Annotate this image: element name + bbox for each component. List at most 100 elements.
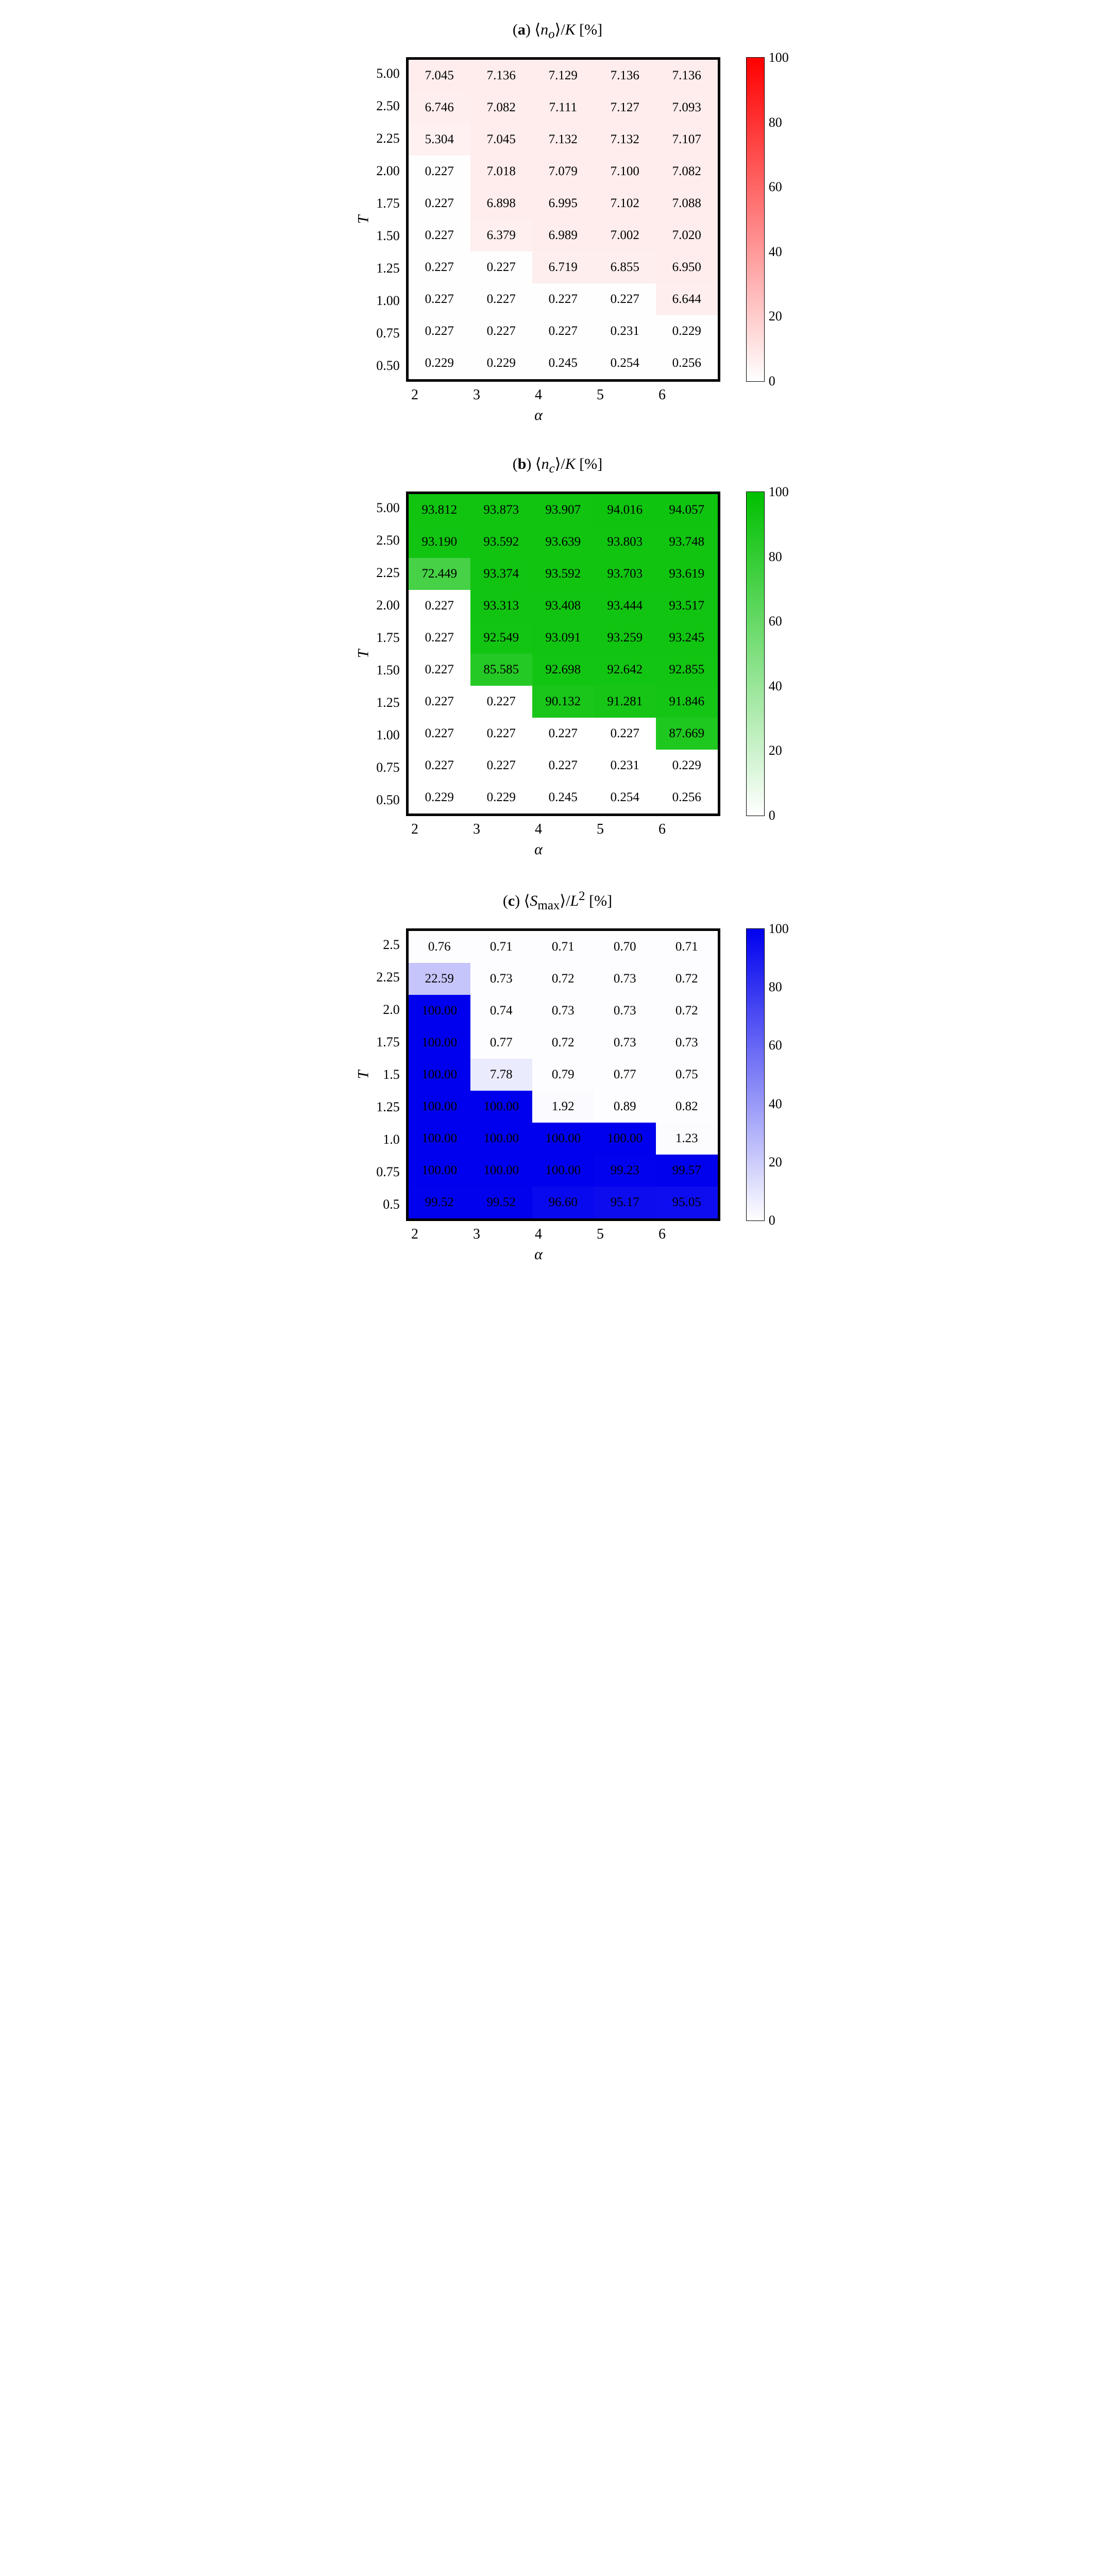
heatmap-cell: 7.132 — [532, 124, 594, 156]
heatmap-cell: 0.71 — [532, 931, 594, 963]
heatmap-cell: 0.71 — [656, 931, 718, 963]
heatmap-cell: 93.812 — [409, 494, 470, 526]
heatmap-cell: 0.227 — [409, 686, 470, 718]
heatmap-cell: 0.227 — [470, 718, 532, 750]
heatmap-cell: 0.227 — [409, 590, 470, 622]
heatmap-cell: 0.72 — [656, 963, 718, 995]
heatmap-cell: 100.00 — [470, 1091, 532, 1123]
heatmap-cell: 7.132 — [594, 124, 656, 156]
plot-row: T5.002.502.252.001.751.501.251.000.750.5… — [326, 57, 789, 382]
heatmap-cell: 85.585 — [470, 654, 532, 686]
heatmap-cell: 7.045 — [470, 124, 532, 156]
heatmap-cell: 0.227 — [409, 622, 470, 654]
heatmap-cell: 92.698 — [532, 654, 594, 686]
y-tick: 1.5 — [383, 1067, 400, 1082]
x-ticks: 23456 — [384, 387, 693, 403]
heatmap-cell: 0.254 — [594, 347, 656, 379]
y-ticks: 5.002.502.252.001.751.501.251.000.750.50 — [376, 57, 406, 382]
heatmap-cell: 100.00 — [470, 1123, 532, 1155]
y-tick: 0.75 — [376, 760, 400, 775]
y-tick: 1.25 — [376, 695, 400, 710]
x-tick: 3 — [446, 387, 508, 403]
heatmap-cell: 93.444 — [594, 590, 656, 622]
x-tick: 2 — [384, 1226, 446, 1243]
heatmap-cell: 6.950 — [656, 251, 718, 283]
colorbar-ticks: 100806040200 — [769, 50, 789, 389]
x-tick: 4 — [508, 1226, 569, 1243]
colorbar-tick: 100 — [769, 484, 789, 500]
heatmap-cell: 7.136 — [594, 60, 656, 92]
table-row: 0.2290.2290.2450.2540.256 — [409, 347, 718, 379]
heatmap-cell: 93.313 — [470, 590, 532, 622]
y-axis-label: T — [354, 1071, 372, 1079]
heatmap-cell: 0.231 — [594, 315, 656, 347]
heatmap-cell: 7.107 — [656, 124, 718, 156]
y-axis-label: T — [354, 650, 372, 658]
y-tick: 5.00 — [376, 66, 400, 81]
heatmap-cell: 0.227 — [409, 251, 470, 283]
y-tick: 1.0 — [383, 1132, 400, 1147]
heatmap-cell: 93.592 — [532, 558, 594, 590]
x-axis-label: α — [384, 406, 693, 424]
heatmap: 7.0457.1367.1297.1367.1366.7467.0827.111… — [406, 57, 720, 382]
heatmap-cell: 0.229 — [656, 750, 718, 782]
x-tick: 2 — [384, 821, 446, 838]
heatmap-cell: 0.72 — [656, 995, 718, 1027]
heatmap-cell: 0.227 — [532, 315, 594, 347]
table-row: 22.590.730.720.730.72 — [409, 963, 718, 995]
heatmap-cell: 92.549 — [470, 622, 532, 654]
table-row: 0.22785.58592.69892.64292.855 — [409, 654, 718, 686]
table-row: 7.0457.1367.1297.1367.136 — [409, 60, 718, 92]
heatmap-cell: 99.52 — [409, 1187, 470, 1218]
y-tick: 1.25 — [376, 261, 400, 276]
heatmap-cell: 7.020 — [656, 219, 718, 251]
heatmap-cell: 95.17 — [594, 1187, 656, 1218]
heatmap-cell: 93.374 — [470, 558, 532, 590]
table-row: 99.5299.5296.6095.1795.05 — [409, 1187, 718, 1218]
colorbar-tick: 40 — [769, 244, 789, 260]
heatmap-cell: 0.227 — [532, 718, 594, 750]
y-tick: 2.50 — [376, 533, 400, 548]
heatmap-cell: 0.227 — [532, 750, 594, 782]
colorbar-tick: 100 — [769, 50, 789, 65]
heatmap-cell: 6.989 — [532, 219, 594, 251]
heatmap-cell: 0.73 — [594, 963, 656, 995]
heatmap-cell: 0.229 — [656, 315, 718, 347]
table-row: 0.2270.2270.2270.22787.669 — [409, 718, 718, 750]
y-tick: 2.5 — [383, 937, 400, 953]
heatmap: 93.81293.87393.90794.01694.05793.19093.5… — [406, 492, 720, 816]
heatmap-cell: 0.227 — [470, 750, 532, 782]
heatmap-cell: 1.23 — [656, 1123, 718, 1155]
heatmap-cell: 0.229 — [409, 347, 470, 379]
heatmap-cell: 0.79 — [532, 1059, 594, 1091]
colorbar-tick: 20 — [769, 309, 789, 324]
heatmap-cell: 0.73 — [470, 963, 532, 995]
colorbar-tick: 60 — [769, 179, 789, 195]
colorbar-tick: 20 — [769, 743, 789, 758]
heatmap-cell: 93.873 — [470, 494, 532, 526]
heatmap-cell: 7.079 — [532, 156, 594, 188]
heatmap-cell: 0.227 — [409, 188, 470, 219]
heatmap-cell: 6.644 — [656, 283, 718, 315]
plot-row: T2.52.252.01.751.51.251.00.750.50.760.71… — [326, 928, 789, 1221]
colorbar-tick: 0 — [769, 808, 789, 823]
table-row: 6.7467.0827.1117.1277.093 — [409, 92, 718, 124]
table-row: 100.00100.00100.0099.2399.57 — [409, 1155, 718, 1187]
heatmap-cell: 0.73 — [594, 995, 656, 1027]
x-tick: 6 — [631, 1226, 693, 1243]
heatmap-cell: 0.70 — [594, 931, 656, 963]
y-tick: 2.25 — [376, 970, 400, 985]
table-row: 100.000.770.720.730.73 — [409, 1027, 718, 1059]
heatmap-cell: 0.73 — [594, 1027, 656, 1059]
heatmap-cell: 93.619 — [656, 558, 718, 590]
heatmap-cell: 0.227 — [409, 718, 470, 750]
y-tick: 1.00 — [376, 727, 400, 743]
heatmap-cell: 100.00 — [470, 1155, 532, 1187]
heatmap-cell: 0.245 — [532, 782, 594, 814]
heatmap-cell: 91.281 — [594, 686, 656, 718]
heatmap-cell: 7.002 — [594, 219, 656, 251]
x-tick: 6 — [631, 821, 693, 838]
heatmap-cell: 0.89 — [594, 1091, 656, 1123]
colorbar-tick: 80 — [769, 979, 789, 995]
heatmap-cell: 100.00 — [532, 1123, 594, 1155]
